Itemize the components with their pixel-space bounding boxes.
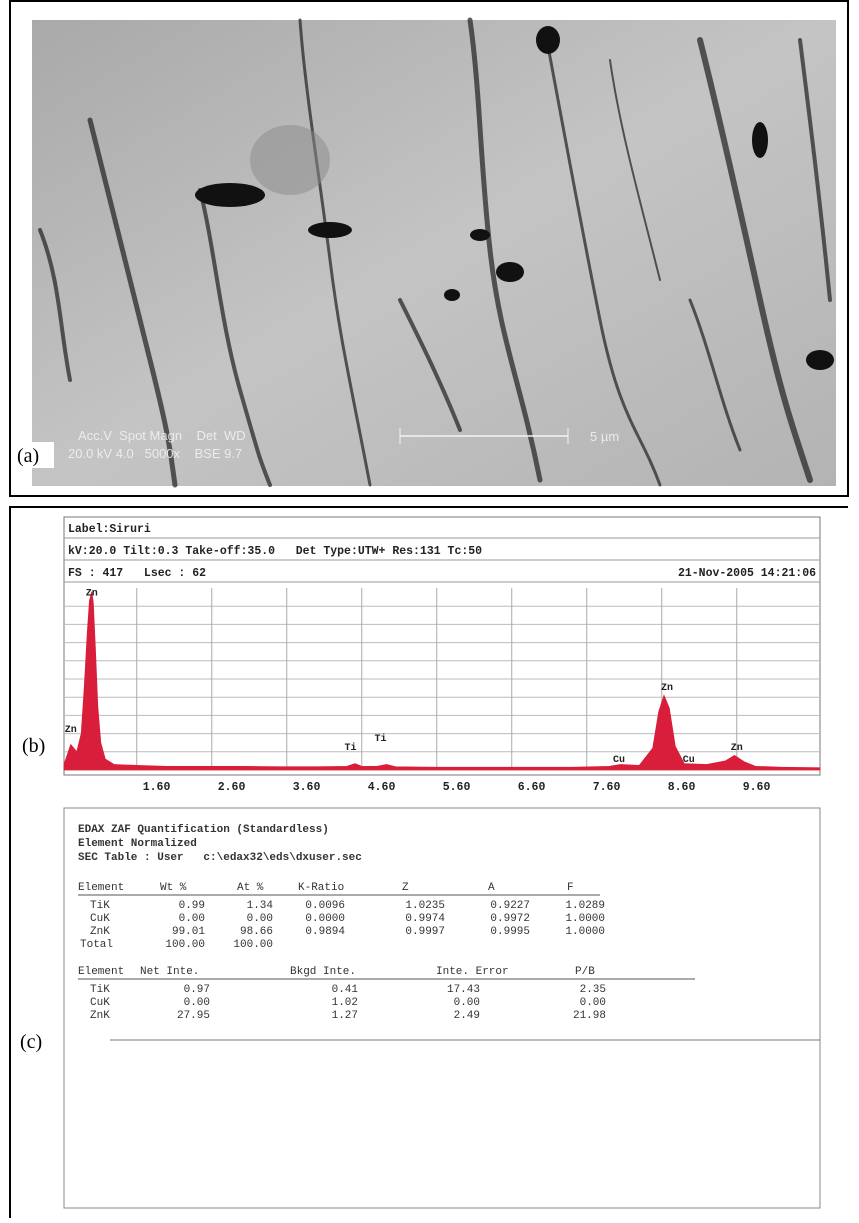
table-header: Element bbox=[78, 966, 124, 978]
table-cell: 0.0096 bbox=[305, 900, 345, 912]
panel-label-box bbox=[14, 442, 54, 468]
table-cell: 0.9974 bbox=[405, 913, 445, 925]
peak-label: Ti bbox=[374, 733, 386, 745]
table-cell: 1.27 bbox=[332, 1010, 358, 1022]
panel-label: (a) bbox=[17, 445, 39, 467]
table-cell: 0.00 bbox=[247, 913, 273, 925]
table-header: Wt % bbox=[160, 882, 187, 894]
table-header: Bkgd Inte. bbox=[290, 966, 356, 978]
table-cell: 0.9995 bbox=[490, 926, 530, 938]
table-cell: 0.9894 bbox=[305, 926, 345, 938]
table-cell: 17.43 bbox=[447, 984, 480, 996]
table-header: Inte. Error bbox=[436, 966, 509, 978]
peak-label: Cu bbox=[613, 755, 625, 766]
peak-label: Zn bbox=[86, 588, 98, 599]
x-tick-label: 9.60 bbox=[743, 781, 771, 794]
sem-shade bbox=[250, 125, 330, 195]
table-cell: 0.41 bbox=[332, 984, 359, 996]
x-tick-label: 4.60 bbox=[368, 781, 396, 794]
table-cell: 0.9972 bbox=[490, 913, 530, 925]
table-cell: 0.99 bbox=[179, 900, 205, 912]
quant-title: EDAX ZAF Quantification (Standardless) bbox=[78, 824, 329, 836]
table-cell: 0.00 bbox=[179, 913, 205, 925]
peak-label: Cu bbox=[683, 755, 695, 766]
spectrum-frame bbox=[63, 516, 821, 776]
table-cell: 1.0235 bbox=[405, 900, 445, 912]
table-cell: 1.34 bbox=[247, 900, 274, 912]
table-cell: ZnK bbox=[90, 926, 110, 938]
spectrum-plot: 1.60 2.60 3.60 4.60 5.60 6.60 7.60 8.60 9.60 Zn Zn… bbox=[63, 588, 821, 794]
table-cell: 1.02 bbox=[332, 997, 358, 1009]
table-cell: 1.0000 bbox=[565, 926, 605, 938]
table-cell: 0.00 bbox=[580, 997, 606, 1009]
table-cell: 21.98 bbox=[573, 1010, 606, 1022]
sem-image bbox=[32, 20, 836, 486]
spectrum-area bbox=[63, 591, 821, 771]
table-cell: 1.0289 bbox=[565, 900, 605, 912]
table-header: Net Inte. bbox=[140, 966, 199, 978]
peak-label: Ti bbox=[344, 742, 356, 754]
table-cell: TiK bbox=[90, 984, 110, 996]
horizontal-grid bbox=[64, 605, 820, 753]
table-cell: TiK bbox=[90, 900, 110, 912]
table-header: F bbox=[567, 882, 574, 894]
sem-info-values: 20.0 kV 4.0 5000x BSE 9.7 bbox=[68, 446, 242, 461]
table-cell: 99.01 bbox=[172, 926, 205, 938]
peak-label: Zn bbox=[65, 725, 77, 736]
table-cell: 100.00 bbox=[233, 939, 273, 951]
table-header: At % bbox=[237, 882, 264, 894]
x-tick-label: 1.60 bbox=[143, 781, 171, 794]
spectrum-label: Label:Siruri bbox=[68, 523, 151, 536]
quant-sec-table: SEC Table : User c:\edax32\eds\dxuser.se… bbox=[78, 852, 362, 864]
table-cell: 2.35 bbox=[580, 984, 606, 996]
table-cell: 0.0000 bbox=[305, 913, 345, 925]
peak-label: Zn bbox=[731, 743, 743, 754]
table-cell: 27.95 bbox=[177, 1010, 210, 1022]
table-header: P/B bbox=[575, 966, 595, 978]
x-tick-label: 2.60 bbox=[218, 781, 246, 794]
table-cell: 100.00 bbox=[165, 939, 205, 951]
table-frame bbox=[63, 807, 821, 1209]
table-cell: 0.00 bbox=[454, 997, 480, 1009]
x-tick-label: 8.60 bbox=[668, 781, 696, 794]
x-tick-label: 7.60 bbox=[593, 781, 621, 794]
sem-texture bbox=[38, 17, 832, 488]
table-cell: 0.00 bbox=[184, 997, 210, 1009]
table-cell: ZnK bbox=[90, 1010, 110, 1022]
quant-mode: Element Normalized bbox=[78, 838, 197, 850]
spectrum-acquisition: FS : 417 Lsec : 62 bbox=[68, 567, 206, 580]
table-cell: 1.0000 bbox=[565, 913, 605, 925]
panel-label: (c) bbox=[20, 1031, 42, 1053]
table-cell: CuK bbox=[90, 913, 110, 925]
table-header: Z bbox=[402, 882, 409, 894]
x-tick-label: 5.60 bbox=[443, 781, 471, 794]
spectrum-date: 21-Nov-2005 14:21:06 bbox=[678, 567, 816, 580]
table-cell: 2.49 bbox=[454, 1010, 480, 1022]
table-cell: 0.9997 bbox=[405, 926, 445, 938]
x-tick-label: 6.60 bbox=[518, 781, 546, 794]
table-cell: 0.97 bbox=[184, 984, 210, 996]
table-header: K-Ratio bbox=[298, 882, 344, 894]
table-cell: 98.66 bbox=[240, 926, 273, 938]
panel-label: (b) bbox=[22, 735, 45, 757]
scale-bar-label: 5 µm bbox=[590, 429, 619, 444]
table-cell: CuK bbox=[90, 997, 110, 1009]
x-tick-label: 3.60 bbox=[293, 781, 321, 794]
panel-frame bbox=[9, 506, 848, 1218]
spectrum-settings: kV:20.0 Tilt:0.3 Take-off:35.0 Det Type:… bbox=[68, 545, 482, 558]
table-cell: Total bbox=[80, 939, 113, 951]
sem-info-header: Acc.V Spot Magn Det WD bbox=[78, 428, 246, 443]
peak-label: Zn bbox=[661, 683, 673, 694]
table-cell: 0.9227 bbox=[490, 900, 530, 912]
table-header: A bbox=[488, 882, 495, 894]
table-header: Element bbox=[78, 882, 124, 894]
sem-spots bbox=[195, 26, 834, 370]
